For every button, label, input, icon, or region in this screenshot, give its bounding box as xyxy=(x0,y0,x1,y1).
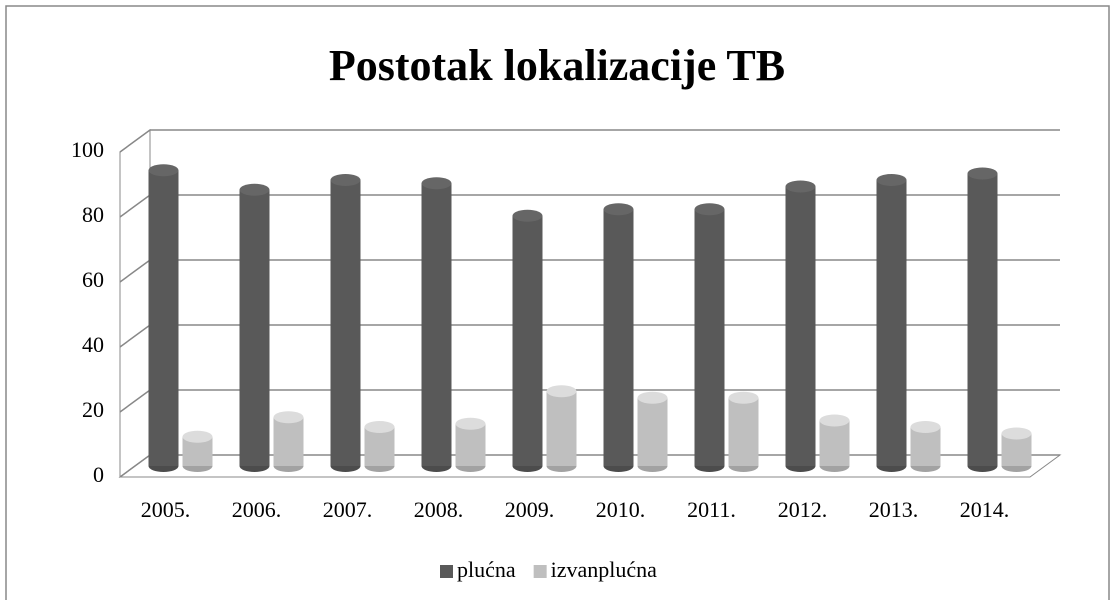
bar-part xyxy=(546,391,577,466)
y-tick-label: 100 xyxy=(71,137,104,162)
x-tick-label: 2014. xyxy=(960,497,1010,522)
bar xyxy=(1001,427,1032,472)
bar-part xyxy=(546,385,577,398)
bar-part xyxy=(239,189,270,466)
bar-part xyxy=(637,397,668,466)
bar-part xyxy=(967,173,998,466)
chart-frame xyxy=(5,5,1110,605)
bar-part xyxy=(967,167,998,180)
bar-part xyxy=(785,186,816,466)
bar-part xyxy=(273,417,304,466)
bar xyxy=(148,164,179,472)
x-tick-label: 2012. xyxy=(778,497,828,522)
x-tick-label: 2010. xyxy=(596,497,646,522)
bar-part xyxy=(512,209,543,222)
bar-part xyxy=(148,170,179,466)
bar-part xyxy=(819,420,850,466)
bar-part xyxy=(603,209,634,466)
bar-part xyxy=(364,427,395,466)
x-tick-label: 2013. xyxy=(869,497,919,522)
y-tick-label: 60 xyxy=(82,267,104,292)
bar-part xyxy=(876,180,907,466)
legend-swatch xyxy=(533,565,547,578)
bar-part xyxy=(910,421,941,433)
bar-part xyxy=(910,427,941,466)
bar-part xyxy=(603,203,634,216)
y-tick-label: 20 xyxy=(82,397,104,422)
bar xyxy=(512,209,543,472)
grid-line xyxy=(119,129,1060,153)
bar-part xyxy=(421,177,452,190)
y-tick-label: 80 xyxy=(82,202,104,227)
bar xyxy=(421,177,452,472)
bar-part xyxy=(148,164,179,177)
bar xyxy=(603,203,634,472)
bar xyxy=(785,180,816,472)
bar-part xyxy=(785,180,816,193)
bar xyxy=(273,411,304,472)
bar xyxy=(364,421,395,472)
x-tick-label: 2006. xyxy=(232,497,282,522)
bar-part xyxy=(1001,427,1032,440)
bar-part xyxy=(694,209,725,466)
bar xyxy=(819,414,850,472)
legend-label: izvanplućna xyxy=(551,557,658,582)
bar-part xyxy=(330,174,361,186)
x-tick-label: 2009. xyxy=(505,497,555,522)
bar xyxy=(876,174,907,472)
bar-part xyxy=(512,215,543,466)
bar xyxy=(182,430,213,472)
bar xyxy=(546,385,577,472)
bar xyxy=(239,183,270,472)
bar-part xyxy=(819,414,850,427)
bar-part xyxy=(637,391,668,404)
bar-part xyxy=(239,183,270,196)
bar xyxy=(910,421,941,472)
chart-title: Postotak lokalizacije TB xyxy=(329,41,785,90)
legend-label: plućna xyxy=(457,557,516,582)
x-tick-label: 2007. xyxy=(323,497,373,522)
bar xyxy=(728,391,759,472)
bar-part xyxy=(182,430,213,443)
bar xyxy=(455,417,486,472)
x-tick-label: 2005. xyxy=(141,497,191,522)
legend-swatch xyxy=(440,565,453,578)
x-tick-label: 2011. xyxy=(687,497,736,522)
bar-part xyxy=(876,174,907,186)
bar-part xyxy=(330,180,361,466)
bar xyxy=(637,391,668,472)
bar xyxy=(967,167,998,472)
bar-part xyxy=(455,417,486,430)
bar-part xyxy=(455,423,486,466)
bar-part xyxy=(364,421,395,433)
bar-part xyxy=(273,411,304,424)
bar-part xyxy=(694,203,725,216)
bar-part xyxy=(421,183,452,466)
bar xyxy=(694,203,725,472)
bar xyxy=(330,174,361,472)
y-tick-label: 0 xyxy=(93,462,104,487)
bar-part xyxy=(728,397,759,466)
y-tick-label: 40 xyxy=(82,332,104,357)
x-tick-label: 2008. xyxy=(414,497,464,522)
bar-part xyxy=(728,391,759,404)
